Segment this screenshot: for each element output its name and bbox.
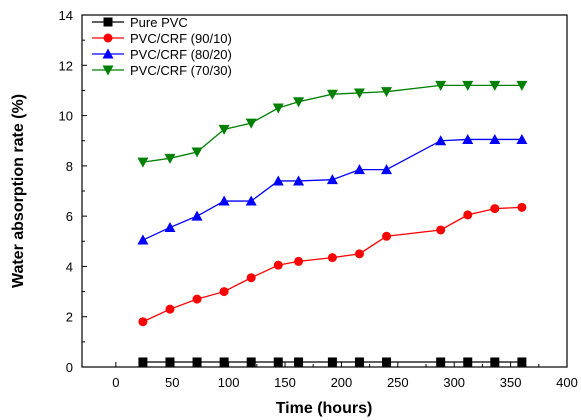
x-tick-label: 200 <box>331 375 353 390</box>
y-tick-label: 4 <box>66 259 73 274</box>
data-point <box>218 195 230 206</box>
legend-item: Pure PVC <box>92 15 188 30</box>
y-tick-label: 12 <box>59 58 73 73</box>
data-point <box>489 80 501 91</box>
x-tick-label: 50 <box>165 375 179 390</box>
data-point <box>219 287 229 297</box>
legend-marker <box>102 65 114 76</box>
data-point <box>462 133 474 144</box>
data-point <box>191 210 203 221</box>
data-point <box>436 225 446 235</box>
data-point <box>192 294 202 304</box>
data-point <box>273 357 283 367</box>
data-point <box>272 175 284 186</box>
data-point <box>381 164 393 175</box>
data-point <box>294 256 304 266</box>
data-point <box>489 133 501 144</box>
data-point <box>353 88 365 99</box>
data-point <box>517 357 527 367</box>
data-point <box>138 357 148 367</box>
x-tick-label: 0 <box>112 375 119 390</box>
legend-item: PVC/CRF (80/20) <box>92 47 232 62</box>
legend-marker <box>102 48 114 59</box>
data-point <box>245 118 257 129</box>
series-line <box>142 138 522 241</box>
data-point <box>165 357 175 367</box>
legend-marker <box>103 17 113 27</box>
y-tick-label: 0 <box>66 360 73 375</box>
data-point <box>218 124 230 135</box>
data-point <box>138 317 148 327</box>
data-point <box>293 97 305 108</box>
data-point <box>272 103 284 114</box>
y-axis-ticks: 0 2 4 6 8 10 12 14 <box>59 8 87 375</box>
x-axis-ticks: 0 50 100 150 200 250 300 350 400 <box>112 362 578 390</box>
data-point <box>463 357 473 367</box>
data-point <box>381 87 393 98</box>
x-tick-label: 300 <box>443 375 465 390</box>
data-point <box>293 175 305 186</box>
data-point <box>327 253 337 263</box>
legend-label: PVC/CRF (90/10) <box>130 31 232 46</box>
data-point <box>273 260 283 270</box>
legend-item: PVC/CRF (90/10) <box>92 31 232 46</box>
data-point <box>326 174 338 185</box>
data-point <box>462 80 474 91</box>
series-3 <box>137 80 528 168</box>
x-tick-label: 100 <box>218 375 240 390</box>
y-tick-label: 8 <box>66 159 73 174</box>
data-point <box>246 273 256 283</box>
data-point <box>436 357 446 367</box>
data-point <box>245 195 257 206</box>
data-point <box>137 234 149 245</box>
data-point <box>435 135 447 146</box>
series-layer <box>137 80 528 367</box>
x-tick-label: 250 <box>387 375 409 390</box>
data-point <box>490 357 500 367</box>
legend-label: PVC/CRF (80/20) <box>130 47 232 62</box>
data-point <box>327 357 337 367</box>
series-0 <box>138 357 527 367</box>
data-point <box>516 80 528 91</box>
series-line <box>142 206 522 323</box>
series-1 <box>138 202 527 327</box>
x-tick-label: 400 <box>556 375 578 390</box>
y-tick-label: 14 <box>59 8 73 23</box>
data-point <box>353 164 365 175</box>
data-point <box>191 147 203 158</box>
series-2 <box>137 133 528 245</box>
data-point <box>463 210 473 220</box>
y-tick-label: 2 <box>66 310 73 325</box>
x-axis-title: Time (hours) <box>276 400 373 417</box>
data-point <box>382 231 392 241</box>
data-point <box>354 357 364 367</box>
data-point <box>435 80 447 91</box>
data-point <box>246 357 256 367</box>
data-point <box>165 304 175 314</box>
data-point <box>192 357 202 367</box>
y-tick-label: 6 <box>66 209 73 224</box>
data-point <box>354 249 364 259</box>
data-point <box>137 157 149 168</box>
data-point <box>490 204 500 214</box>
data-point <box>516 133 528 144</box>
legend-label: Pure PVC <box>130 15 188 30</box>
legend-marker <box>103 33 113 43</box>
y-axis-title: Water absorption rate (%) <box>10 94 27 288</box>
legend-label: PVC/CRF (70/30) <box>130 63 232 78</box>
y-tick-label: 10 <box>59 109 73 124</box>
data-point <box>517 202 527 212</box>
data-point <box>326 89 338 100</box>
data-point <box>164 153 176 164</box>
data-point <box>294 357 304 367</box>
data-point <box>164 221 176 232</box>
data-point <box>382 357 392 367</box>
x-tick-label: 150 <box>274 375 296 390</box>
legend-item: PVC/CRF (70/30) <box>92 63 232 78</box>
x-tick-label: 350 <box>500 375 522 390</box>
data-point <box>219 357 229 367</box>
